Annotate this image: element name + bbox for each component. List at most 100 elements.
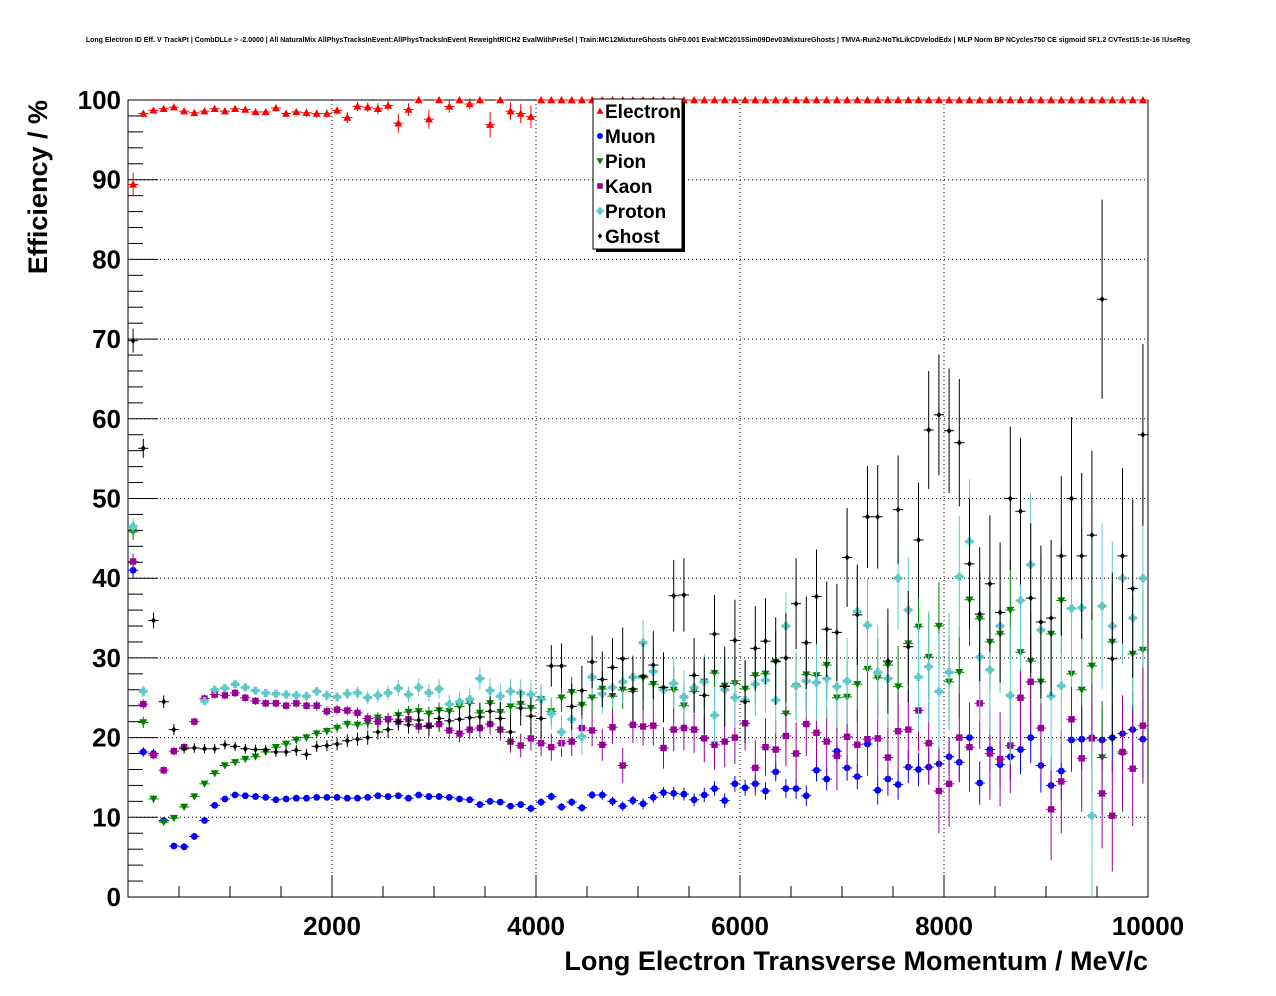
data-point [537, 739, 545, 747]
data-point [518, 704, 524, 712]
data-point [894, 683, 903, 691]
data-point [557, 728, 566, 737]
data-point [1108, 96, 1117, 104]
legend-label: Kaon [605, 177, 653, 198]
data-point [854, 741, 861, 748]
data-point [242, 745, 248, 752]
data-point [159, 818, 168, 827]
data-point [282, 795, 290, 803]
data-point [1069, 495, 1074, 502]
data-point [220, 684, 229, 693]
data-point [210, 770, 219, 778]
data-point [823, 775, 831, 783]
data-point [304, 751, 309, 758]
data-point [711, 741, 718, 748]
data-point [211, 691, 218, 698]
data-point [373, 104, 382, 112]
data-point [139, 748, 147, 756]
data-point [537, 96, 546, 104]
data-point [934, 622, 943, 631]
data-point [680, 790, 688, 798]
data-point [496, 96, 505, 104]
data-point [814, 593, 819, 600]
data-point [661, 684, 666, 691]
data-point [202, 745, 207, 752]
data-point [151, 617, 156, 624]
data-point [283, 748, 289, 756]
data-point [333, 706, 341, 713]
data-point [874, 786, 882, 794]
data-point [384, 101, 393, 109]
chart-title: Long Electron ID Eff. V TrackPt | CombDL… [86, 37, 1190, 44]
data-point [924, 662, 933, 671]
data-point [1017, 694, 1024, 701]
data-point [467, 714, 473, 721]
data-point [1058, 778, 1065, 785]
data-point [476, 801, 484, 808]
data-point [1087, 96, 1096, 104]
data-point [312, 109, 321, 117]
data-point [1067, 604, 1076, 613]
data-point [1077, 686, 1086, 694]
data-point [679, 692, 688, 701]
data-point [415, 791, 423, 799]
data-point [741, 784, 749, 792]
y-tick-label: 30 [92, 643, 121, 673]
data-point [353, 721, 362, 729]
data-point [670, 726, 677, 733]
data-point [1098, 96, 1107, 104]
data-point [231, 791, 239, 799]
data-point [486, 797, 494, 805]
data-point [803, 720, 810, 728]
data-point [140, 445, 146, 452]
data-point [1120, 552, 1125, 560]
data-point [936, 411, 942, 419]
data-point [639, 723, 647, 730]
data-point [475, 674, 484, 683]
legend-label: Electron [605, 102, 681, 123]
legend-marker [597, 133, 603, 139]
data-point [579, 687, 585, 694]
data-point [262, 700, 269, 707]
data-point [1118, 96, 1127, 104]
data-point [373, 691, 382, 700]
data-point [445, 793, 453, 801]
data-point [517, 742, 524, 749]
data-point [303, 702, 310, 709]
data-point [334, 740, 340, 748]
data-point [364, 793, 372, 801]
data-point [558, 803, 565, 811]
data-point [824, 626, 830, 633]
data-point [599, 676, 605, 683]
data-point [1098, 790, 1106, 797]
data-point [140, 700, 147, 708]
data-point [967, 560, 972, 568]
data-point [854, 611, 860, 619]
data-point [487, 708, 493, 715]
data-point [516, 109, 525, 117]
data-point [1078, 755, 1085, 762]
data-point [812, 678, 821, 687]
data-point [874, 735, 881, 742]
data-point [671, 592, 677, 599]
data-point [751, 96, 760, 104]
legend-label: Ghost [605, 227, 661, 248]
data-point [435, 793, 443, 800]
data-point [843, 677, 852, 686]
data-point [710, 96, 719, 104]
data-point [945, 668, 954, 677]
data-point [905, 726, 912, 733]
data-point [191, 718, 198, 725]
data-point [649, 793, 657, 801]
data-point [894, 728, 902, 735]
data-point [742, 698, 748, 705]
data-point [660, 744, 667, 752]
data-point [232, 743, 238, 750]
data-point [1067, 96, 1076, 104]
data-point [456, 795, 463, 803]
data-point [955, 572, 964, 581]
data-point [660, 789, 667, 796]
data-point [406, 721, 411, 729]
data-point [210, 685, 219, 694]
data-point [160, 767, 167, 774]
